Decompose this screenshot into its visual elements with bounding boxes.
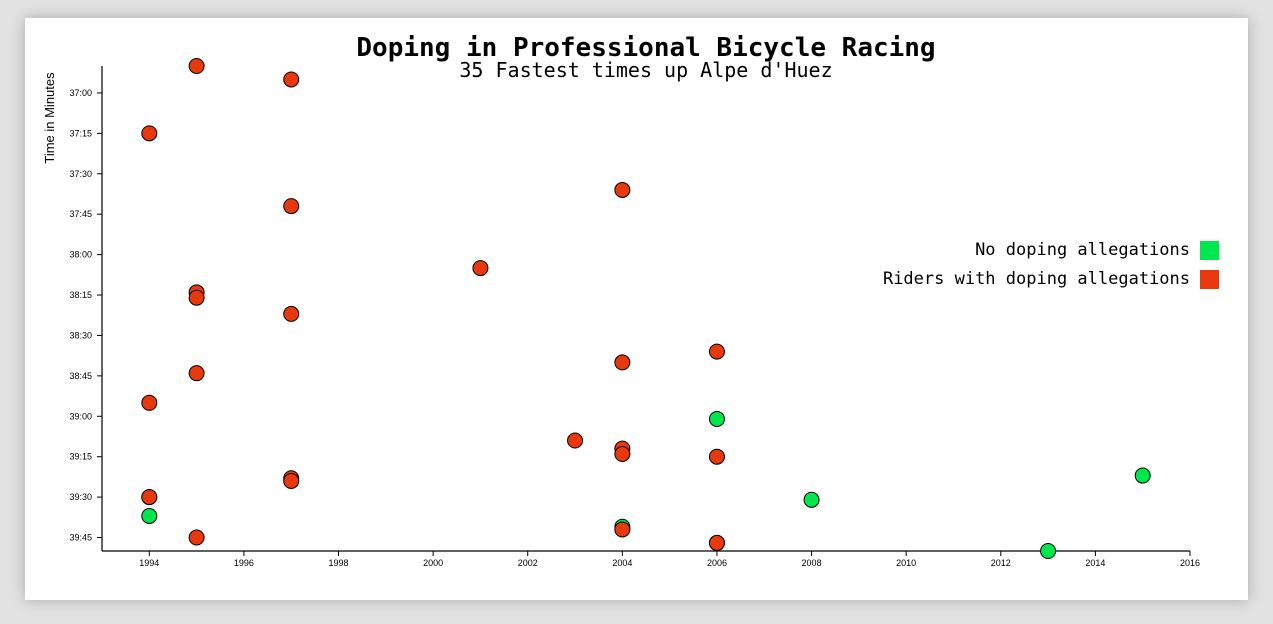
data-point[interactable] xyxy=(708,410,725,427)
y-tick-label: 38:15 xyxy=(69,290,92,300)
y-tick-label: 37:30 xyxy=(69,169,92,179)
data-point[interactable] xyxy=(708,343,725,360)
legend-swatch xyxy=(1200,270,1219,289)
chart-subtitle: 35 Fastest times up Alpe d'Huez xyxy=(459,58,832,82)
data-point[interactable] xyxy=(1040,543,1057,559)
x-tick-label: 2006 xyxy=(707,558,727,568)
y-tick-label: 39:30 xyxy=(69,492,92,502)
y-axis: 37:00 37:15 37:30 37:45 38:00 38:15 38:30 38:45… xyxy=(69,66,103,551)
x-tick-label: 1994 xyxy=(139,558,159,568)
y-tick-label: 38:30 xyxy=(69,330,92,340)
data-point[interactable] xyxy=(1134,467,1151,484)
data-point[interactable] xyxy=(472,260,489,277)
y-tick-label: 39:15 xyxy=(69,452,92,462)
x-tick-label: 2012 xyxy=(991,558,1011,568)
legend-label: Riders with doping allegations xyxy=(883,269,1190,289)
data-point[interactable] xyxy=(614,521,631,538)
x-tick-label: 2000 xyxy=(423,558,443,568)
legend: No doping allegations Riders with doping … xyxy=(883,240,1219,289)
data-point[interactable] xyxy=(141,394,158,411)
data-point[interactable] xyxy=(188,529,205,546)
y-tick-label: 39:45 xyxy=(69,533,92,543)
data-point[interactable] xyxy=(283,71,300,88)
data-point[interactable] xyxy=(708,534,725,551)
chart-card: Doping in Professional Bicycle Racing 35… xyxy=(25,18,1248,600)
y-tick-label: 38:45 xyxy=(69,371,92,381)
x-tick-label: 2004 xyxy=(612,558,632,568)
legend-swatch xyxy=(1200,241,1219,260)
x-tick-label: 2014 xyxy=(1085,558,1105,568)
data-point[interactable] xyxy=(708,448,725,465)
data-point[interactable] xyxy=(283,198,300,215)
data-point[interactable] xyxy=(141,125,158,142)
y-tick-label: 39:00 xyxy=(69,411,92,421)
data-point[interactable] xyxy=(188,289,205,306)
data-points xyxy=(141,58,1151,559)
data-point[interactable] xyxy=(188,58,205,74)
x-tick-label: 1996 xyxy=(234,558,254,568)
data-point[interactable] xyxy=(188,365,205,382)
data-point[interactable] xyxy=(283,305,300,322)
data-point[interactable] xyxy=(614,181,631,198)
data-point[interactable] xyxy=(141,489,158,506)
y-tick-label: 37:45 xyxy=(69,209,92,219)
scatter-chart: Doping in Professional Bicycle Racing 35… xyxy=(42,33,1219,568)
data-point[interactable] xyxy=(141,507,158,524)
data-point[interactable] xyxy=(803,491,820,508)
y-tick-label: 38:00 xyxy=(69,250,92,260)
x-tick-label: 2010 xyxy=(896,558,916,568)
y-tick-label: 37:15 xyxy=(69,128,92,138)
x-tick-label: 2008 xyxy=(802,558,822,568)
data-point[interactable] xyxy=(567,432,584,449)
y-axis-title: Time in Minutes xyxy=(42,72,57,164)
x-tick-label: 1998 xyxy=(329,558,349,568)
x-tick-label: 2016 xyxy=(1180,558,1200,568)
x-axis: 1994 1996 1998 2000 2002 2004 2006 2008 2010 2012… xyxy=(102,550,1200,568)
chart-title: Doping in Professional Bicycle Racing xyxy=(356,33,935,63)
data-point[interactable] xyxy=(614,446,631,462)
x-tick-label: 2002 xyxy=(518,558,538,568)
y-tick-label: 37:00 xyxy=(69,88,92,98)
data-point[interactable] xyxy=(614,354,631,371)
data-point[interactable] xyxy=(283,472,300,489)
legend-label: No doping allegations xyxy=(975,240,1190,260)
